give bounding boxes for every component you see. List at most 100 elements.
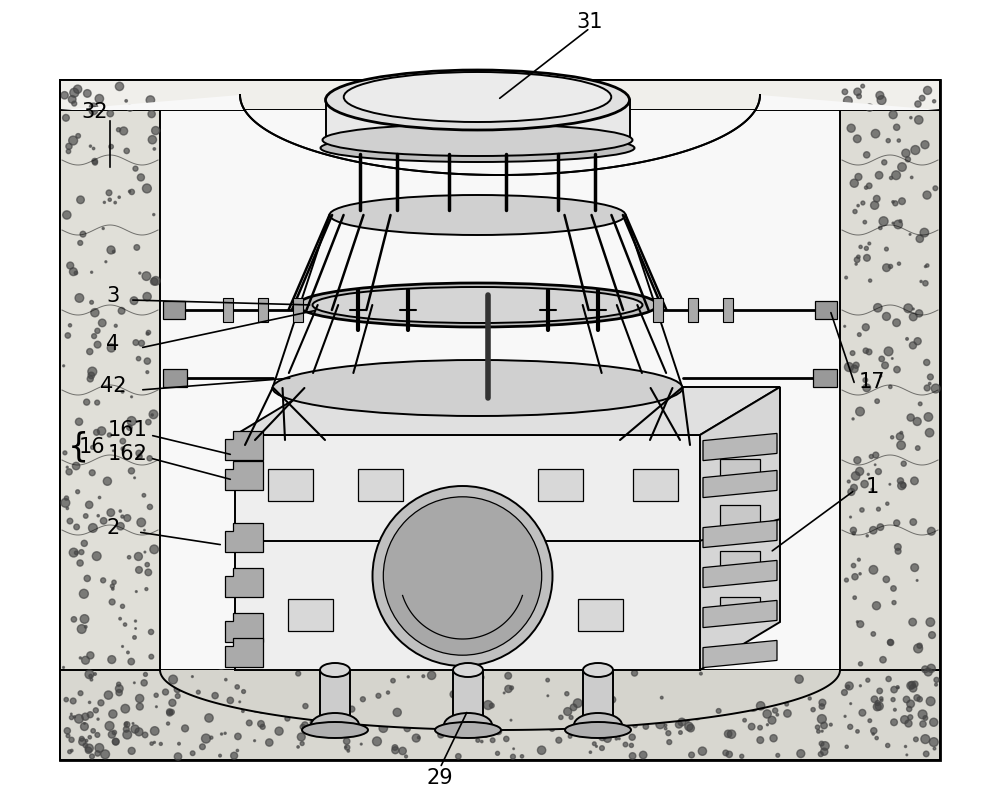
Circle shape: [487, 688, 494, 696]
Circle shape: [68, 96, 76, 103]
Circle shape: [894, 366, 900, 373]
Text: 16: 16: [79, 437, 105, 457]
Circle shape: [916, 310, 923, 317]
Circle shape: [658, 675, 667, 683]
Circle shape: [864, 151, 870, 158]
Circle shape: [69, 737, 74, 742]
Circle shape: [850, 180, 858, 188]
Circle shape: [586, 676, 592, 683]
Polygon shape: [703, 520, 777, 547]
Circle shape: [866, 535, 868, 537]
Polygon shape: [225, 568, 263, 597]
Circle shape: [538, 721, 540, 723]
Circle shape: [657, 692, 660, 696]
Circle shape: [703, 690, 710, 696]
Circle shape: [819, 704, 825, 709]
Circle shape: [895, 548, 901, 554]
Polygon shape: [453, 670, 483, 717]
Circle shape: [212, 692, 218, 699]
Circle shape: [904, 304, 913, 312]
Circle shape: [332, 728, 339, 734]
Circle shape: [438, 732, 444, 738]
Circle shape: [78, 241, 83, 246]
Circle shape: [68, 324, 72, 327]
Circle shape: [911, 477, 918, 485]
Circle shape: [850, 703, 852, 704]
Circle shape: [733, 680, 740, 687]
Circle shape: [875, 399, 879, 403]
Circle shape: [919, 95, 925, 101]
Circle shape: [218, 680, 224, 686]
Circle shape: [473, 703, 480, 711]
Circle shape: [112, 580, 116, 584]
Circle shape: [927, 374, 933, 380]
Circle shape: [101, 750, 110, 759]
Circle shape: [285, 716, 290, 721]
Circle shape: [757, 737, 764, 744]
Polygon shape: [688, 298, 698, 322]
Circle shape: [64, 496, 69, 500]
Circle shape: [645, 691, 649, 696]
Circle shape: [481, 686, 485, 690]
Circle shape: [910, 518, 917, 526]
Circle shape: [848, 489, 855, 495]
Circle shape: [898, 481, 906, 489]
Circle shape: [907, 706, 912, 712]
Circle shape: [910, 117, 912, 119]
Text: 3: 3: [106, 286, 120, 306]
Circle shape: [136, 703, 143, 710]
Circle shape: [689, 752, 694, 758]
Circle shape: [80, 231, 86, 237]
Circle shape: [901, 716, 909, 724]
Circle shape: [854, 88, 861, 96]
Ellipse shape: [302, 722, 368, 738]
Circle shape: [77, 625, 86, 634]
Text: 2: 2: [106, 518, 120, 538]
Circle shape: [892, 200, 894, 203]
Circle shape: [914, 337, 921, 345]
Circle shape: [422, 675, 425, 678]
Circle shape: [95, 751, 100, 756]
Circle shape: [437, 671, 443, 678]
Circle shape: [133, 340, 139, 345]
Circle shape: [144, 530, 145, 531]
Circle shape: [97, 718, 99, 720]
Circle shape: [845, 276, 848, 279]
Circle shape: [456, 753, 461, 759]
Circle shape: [924, 359, 930, 365]
Circle shape: [451, 714, 454, 717]
Circle shape: [923, 751, 929, 757]
Circle shape: [78, 691, 83, 696]
Circle shape: [154, 693, 158, 697]
Circle shape: [861, 85, 865, 88]
Circle shape: [127, 555, 131, 559]
Circle shape: [664, 727, 667, 730]
Circle shape: [600, 745, 604, 750]
Circle shape: [95, 400, 100, 405]
Circle shape: [856, 468, 864, 476]
Ellipse shape: [574, 713, 622, 737]
Circle shape: [933, 100, 936, 103]
Circle shape: [331, 725, 333, 728]
Circle shape: [660, 696, 663, 699]
Circle shape: [244, 675, 250, 681]
Circle shape: [854, 456, 861, 464]
Circle shape: [503, 692, 505, 694]
Circle shape: [925, 428, 934, 437]
Circle shape: [112, 730, 117, 735]
Circle shape: [85, 744, 93, 753]
Circle shape: [897, 262, 901, 266]
Circle shape: [479, 675, 484, 679]
Polygon shape: [703, 560, 777, 588]
Circle shape: [95, 328, 100, 333]
Circle shape: [909, 684, 917, 692]
Circle shape: [909, 233, 911, 235]
Circle shape: [138, 454, 142, 459]
Circle shape: [136, 450, 142, 456]
Circle shape: [911, 564, 919, 572]
Circle shape: [873, 452, 879, 458]
Circle shape: [87, 652, 94, 659]
Polygon shape: [235, 387, 780, 435]
Circle shape: [735, 689, 738, 692]
Polygon shape: [703, 601, 777, 628]
